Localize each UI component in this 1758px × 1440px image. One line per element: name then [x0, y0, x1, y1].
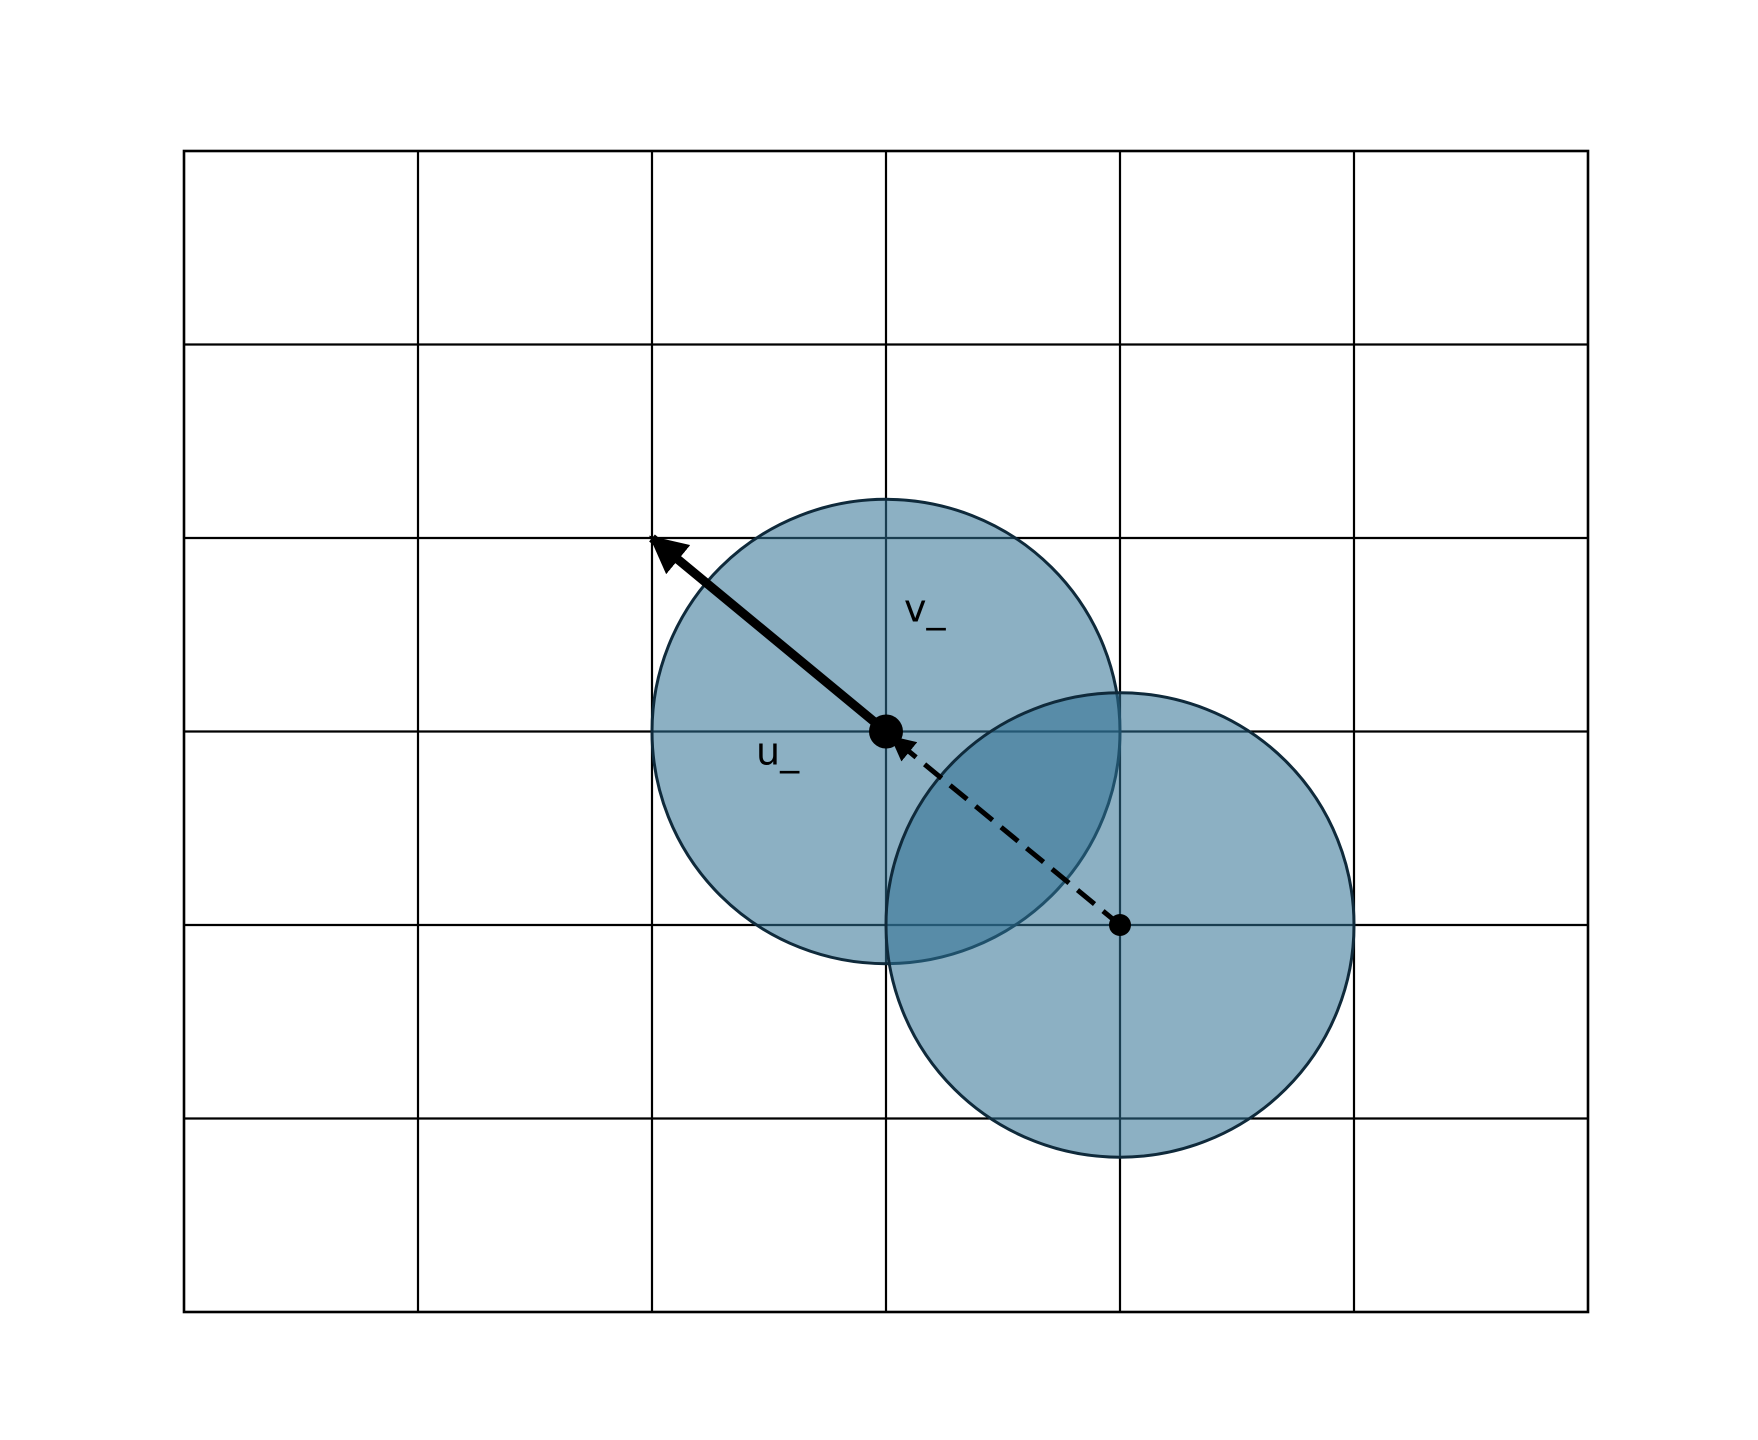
vector-u-origin-point: [869, 714, 903, 749]
vector-v-arrow: [890, 735, 1122, 927]
vector-v-origin-point: [1109, 914, 1131, 936]
vector-v-label: v_: [904, 587, 946, 631]
vector-u-arrow: [649, 534, 889, 735]
vectors: [649, 534, 1131, 936]
vector-u-label: u_: [756, 730, 800, 774]
labels: v_ u_: [756, 587, 946, 774]
grid-frame: [182, 149, 1590, 1314]
